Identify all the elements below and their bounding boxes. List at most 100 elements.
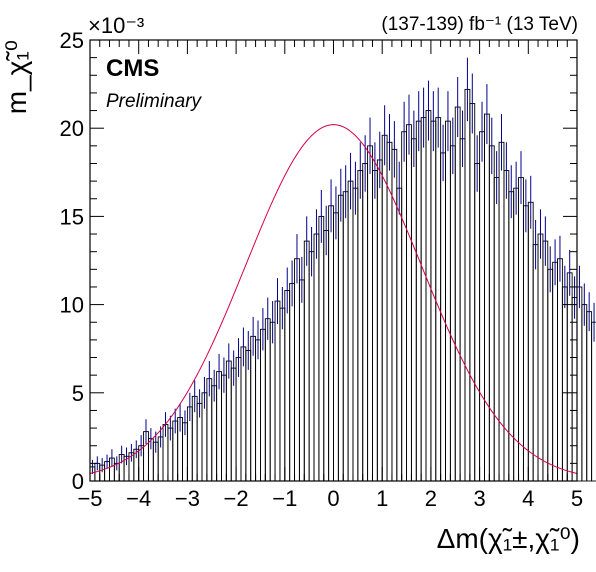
luminosity-label: (137-139) fb⁻¹ (13 TeV) (381, 14, 578, 35)
histogram-bar (391, 148, 398, 482)
histogram-bar (449, 145, 456, 482)
histogram-bar (469, 103, 476, 482)
histogram-bar (328, 205, 334, 482)
x-tick-label: 1 (376, 486, 388, 511)
x-axis-tick-labels: −5 −4 −3 −2 −1 0 1 2 3 4 5 (77, 486, 583, 511)
histogram-bar (571, 297, 578, 482)
histogram-bar (225, 360, 232, 482)
histogram-bar (557, 258, 563, 482)
histogram-bar (308, 251, 315, 482)
histogram-bar (255, 339, 261, 482)
histogram-bar (474, 163, 481, 482)
histogram-bar (459, 138, 466, 482)
x-tick-label: −4 (126, 486, 151, 511)
histogram-bar (245, 350, 252, 482)
y-tick-label: 20 (60, 116, 84, 141)
histogram-bar (401, 131, 407, 482)
histogram-bar (381, 134, 388, 482)
histogram-bar (488, 145, 495, 482)
x-tick-label: 3 (473, 486, 485, 511)
histogram-bar (264, 318, 271, 482)
histogram-bar (561, 286, 568, 482)
histogram-bar (250, 335, 257, 482)
x-axis-ticks (89, 40, 578, 481)
histogram-bar (372, 170, 378, 482)
histogram-bar (279, 307, 286, 482)
histogram-bar (591, 321, 596, 482)
histogram-bar (318, 215, 325, 482)
histogram-bar (552, 261, 558, 482)
histogram-bar (435, 117, 442, 482)
histogram-bar (367, 145, 373, 482)
histogram-bar (518, 177, 524, 482)
histogram-bar (352, 187, 359, 482)
y-tick-label: 5 (72, 381, 84, 406)
x-tick-label: 2 (425, 486, 437, 511)
histogram-bar (420, 117, 427, 482)
y-tick-label: 25 (60, 28, 84, 53)
histogram-bar (298, 279, 305, 482)
histogram-bar (274, 300, 281, 482)
y-tick-label: 15 (60, 204, 84, 229)
histogram-bar (284, 290, 291, 482)
y-tick-label: 0 (72, 469, 84, 494)
histogram-bar (376, 159, 383, 482)
histogram-bar (333, 212, 339, 482)
histogram-bar (425, 110, 432, 482)
histogram-bar (479, 131, 485, 482)
x-tick-label: 5 (571, 486, 583, 511)
histogram-bar (260, 328, 266, 482)
histogram-bar (586, 311, 593, 482)
histogram-bar (362, 163, 369, 482)
histogram-bar (566, 272, 573, 482)
x-tick-label: −3 (175, 486, 200, 511)
histogram-bar (454, 106, 461, 482)
x-tick-label: −2 (224, 486, 249, 511)
histogram-bar (484, 113, 490, 482)
histogram-bar (498, 141, 505, 482)
histogram-bar (240, 346, 247, 482)
x-tick-label: −1 (272, 486, 297, 511)
error-bars (91, 57, 595, 474)
histogram-bar (415, 120, 422, 482)
histogram-bar (513, 187, 520, 482)
x-axis-title: Δm(χ̃₁±,χ̃₁⁰) (437, 523, 580, 554)
histogram-bar (522, 205, 529, 482)
x-tick-label: 0 (327, 486, 339, 511)
histogram-bar (357, 170, 364, 482)
histogram-bar (532, 244, 539, 482)
y-tick-label: 10 (60, 293, 84, 318)
histogram-bar (430, 120, 437, 482)
histogram-bar (542, 240, 549, 482)
histogram-bar (396, 187, 403, 482)
histogram-bar (347, 180, 354, 482)
fit-curve (89, 124, 578, 474)
histogram-bar (493, 177, 500, 482)
experiment-label: CMS (106, 55, 159, 82)
histogram-bar (303, 240, 310, 482)
y-axis-tick-labels: 0 5 10 15 20 25 (60, 28, 84, 494)
histogram-bar (323, 230, 330, 482)
histogram-bar (527, 201, 534, 482)
histogram-bar (410, 138, 417, 482)
x-tick-label: 4 (522, 486, 534, 511)
histogram-bar (406, 124, 412, 482)
histogram-bar (445, 120, 451, 482)
histogram-bar (342, 191, 349, 482)
histogram-bar (537, 233, 544, 482)
x-tick-label: −5 (77, 486, 102, 511)
histogram-bar (576, 286, 583, 482)
histogram-bar (503, 170, 510, 482)
histogram-bar (313, 233, 320, 482)
histogram-bar (269, 321, 276, 482)
status-label: Preliminary (106, 91, 203, 112)
y-axis-title: m_χ̃₁⁰ (1, 40, 32, 114)
histogram-bar (464, 88, 471, 482)
histogram-bar (337, 194, 344, 482)
histogram-bar (289, 282, 295, 482)
histogram-bar (547, 268, 554, 482)
histogram-bar (294, 258, 300, 482)
y-exponent-label: ×10⁻³ (88, 13, 144, 38)
y-axis-ticks (90, 39, 577, 482)
